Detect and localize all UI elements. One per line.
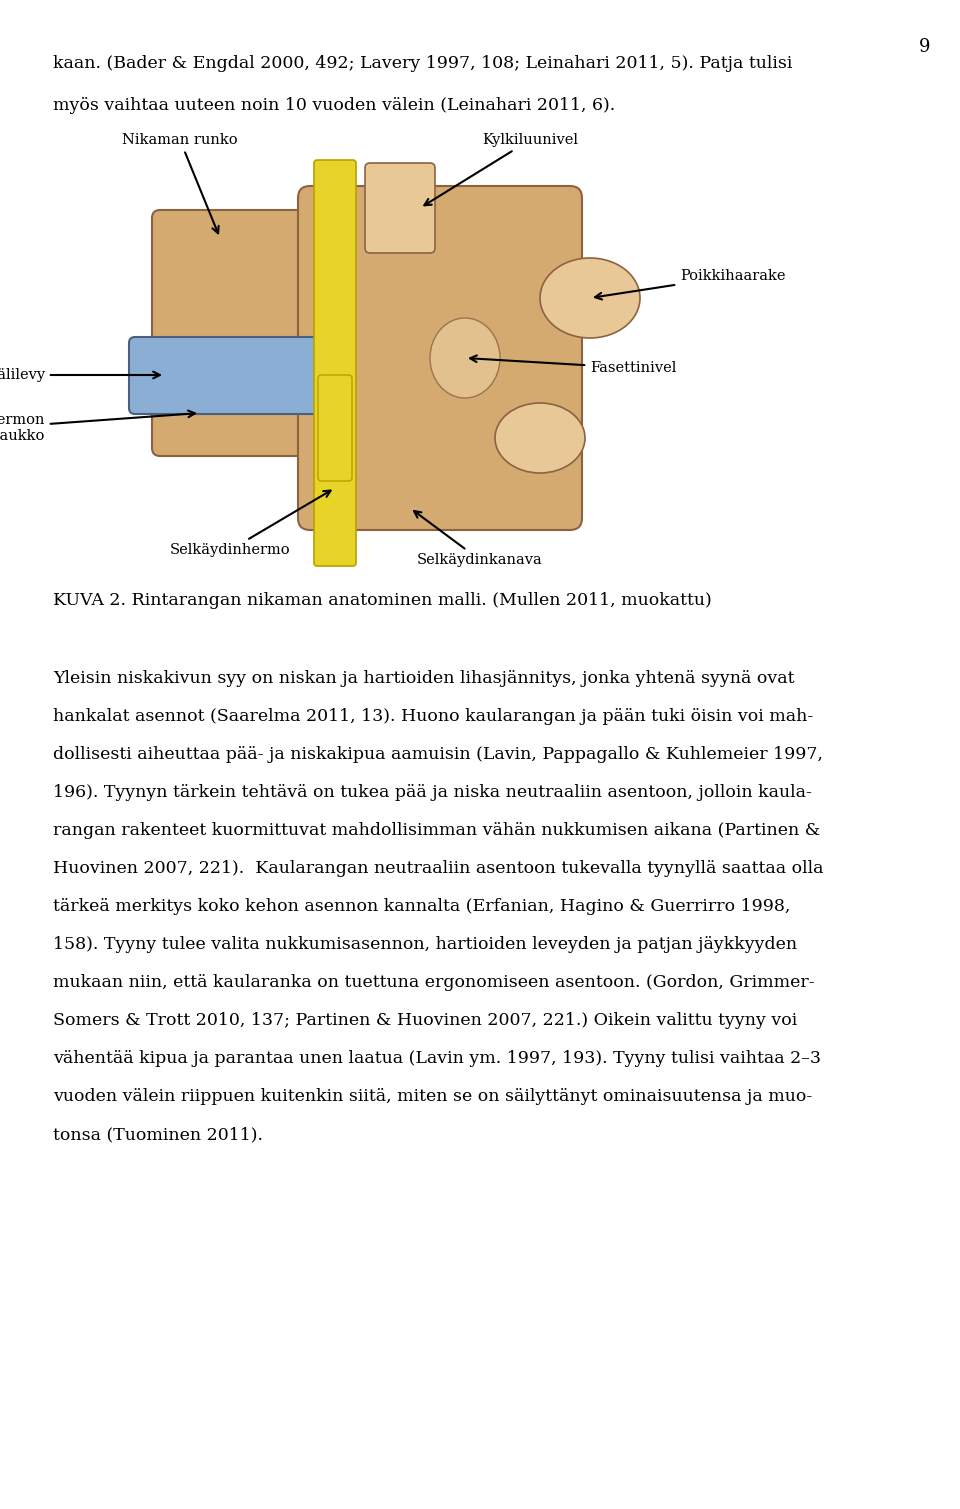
Text: 158). Tyyny tulee valita nukkumisasennon, hartioiden leveyden ja patjan jäykkyyd: 158). Tyyny tulee valita nukkumisasennon… [53,936,797,954]
Text: rangan rakenteet kuormittuvat mahdollisimman vähän nukkumisen aikana (Partinen &: rangan rakenteet kuormittuvat mahdollisi… [53,822,820,839]
Text: hankalat asennot (Saarelma 2011, 13). Huono kaularangan ja pään tuki öisin voi m: hankalat asennot (Saarelma 2011, 13). Hu… [53,708,813,724]
Text: tärkeä merkitys koko kehon asennon kannalta (Erfanian, Hagino & Guerrirro 1998,: tärkeä merkitys koko kehon asennon kanna… [53,898,790,914]
Text: Fasettinivel: Fasettinivel [470,356,677,376]
Text: 9: 9 [919,38,930,56]
Text: Poikkihaarake: Poikkihaarake [595,269,785,299]
Text: Kylkiluunivel: Kylkiluunivel [424,133,578,205]
Text: mukaan niin, että kaularanka on tuettuna ergonomiseen asentoon. (Gordon, Grimmer: mukaan niin, että kaularanka on tuettuna… [53,973,815,991]
FancyBboxPatch shape [318,376,352,481]
Text: dollisesti aiheuttaa pää- ja niskakipua aamuisin (Lavin, Pappagallo & Kuhlemeier: dollisesti aiheuttaa pää- ja niskakipua … [53,745,823,764]
Text: Nikaman runko: Nikaman runko [122,133,238,234]
Ellipse shape [430,318,500,398]
FancyBboxPatch shape [365,163,435,254]
Text: Yleisin niskakivun syy on niskan ja hartioiden lihasjännitys, jonka yhtenä syynä: Yleisin niskakivun syy on niskan ja hart… [53,670,795,687]
Ellipse shape [495,403,585,472]
Text: tonsa (Tuominen 2011).: tonsa (Tuominen 2011). [53,1126,263,1142]
Text: vähentää kipua ja parantaa unen laatua (Lavin ym. 1997, 193). Tyyny tulisi vaiht: vähentää kipua ja parantaa unen laatua (… [53,1050,821,1067]
Ellipse shape [540,258,640,338]
FancyBboxPatch shape [129,337,331,413]
Text: 196). Tyynyn tärkein tehtävä on tukea pää ja niska neutraaliin asentoon, jolloin: 196). Tyynyn tärkein tehtävä on tukea pä… [53,785,812,801]
FancyBboxPatch shape [152,210,328,456]
Text: Hermon
ulostuloaukko: Hermon ulostuloaukko [0,410,195,444]
Text: vuoden välein riippuen kuitenkin siitä, miten se on säilyttänyt ominaisuutensa j: vuoden välein riippuen kuitenkin siitä, … [53,1088,812,1105]
Text: Selkäydinhermo: Selkäydinhermo [170,490,330,557]
Text: kaan. (Bader & Engdal 2000, 492; Lavery 1997, 108; Leinahari 2011, 5). Patja tul: kaan. (Bader & Engdal 2000, 492; Lavery … [53,54,792,72]
FancyBboxPatch shape [298,186,582,530]
Text: Somers & Trott 2010, 137; Partinen & Huovinen 2007, 221.) Oikein valittu tyyny v: Somers & Trott 2010, 137; Partinen & Huo… [53,1013,797,1029]
Text: Huovinen 2007, 221).  Kaularangan neutraaliin asentoon tukevalla tyynyllä saatta: Huovinen 2007, 221). Kaularangan neutraa… [53,860,824,877]
FancyBboxPatch shape [314,160,356,566]
Text: myös vaihtaa uuteen noin 10 vuoden välein (Leinahari 2011, 6).: myös vaihtaa uuteen noin 10 vuoden välei… [53,97,615,115]
Text: KUVA 2. Rintarangan nikaman anatominen malli. (Mullen 2011, muokattu): KUVA 2. Rintarangan nikaman anatominen m… [53,592,711,610]
Text: Välilevy: Välilevy [0,368,160,382]
Text: Selkäydinkanava: Selkäydinkanava [414,512,542,567]
